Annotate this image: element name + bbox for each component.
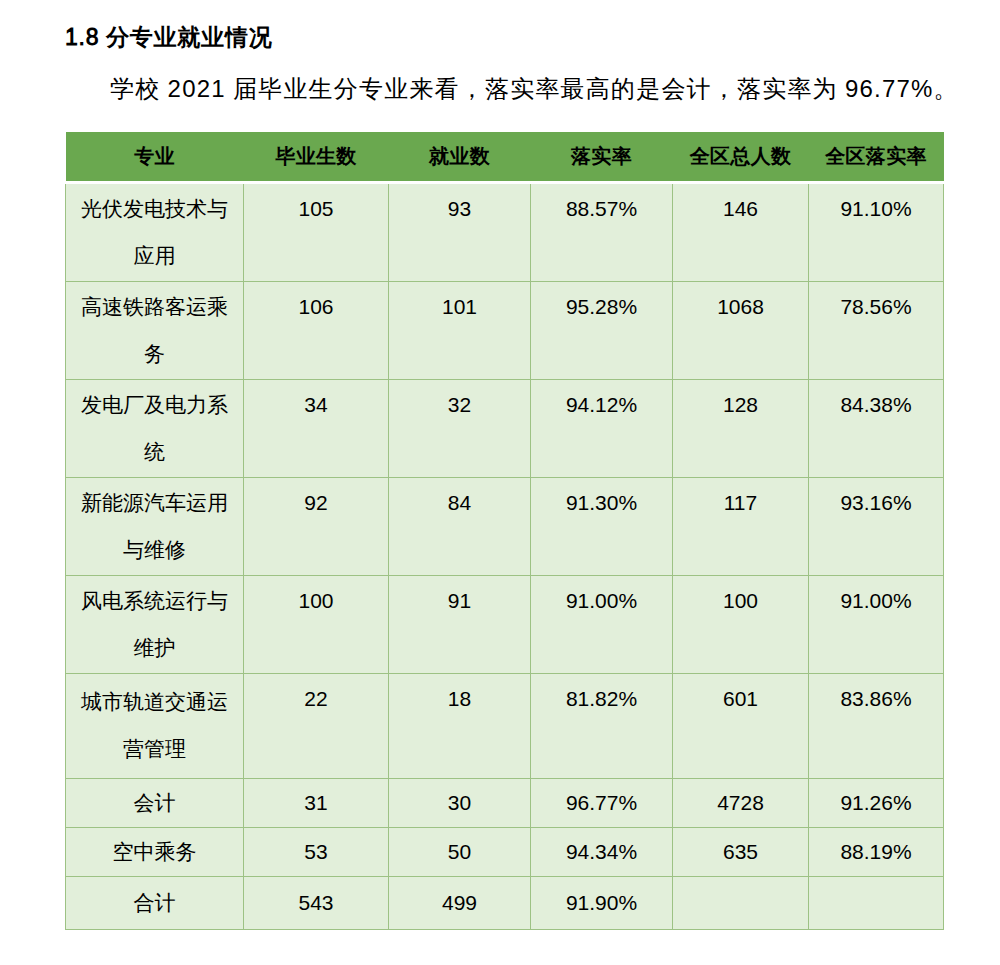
region-total-cell: 1068 bbox=[673, 282, 809, 380]
column-header-rate: 落实率 bbox=[531, 132, 673, 183]
major-cell: 风电系统运行与 维护 bbox=[66, 576, 244, 674]
employed-cell: 32 bbox=[389, 380, 531, 478]
rate-cell: 88.57% bbox=[531, 183, 673, 282]
region-rate-cell bbox=[809, 877, 944, 930]
rate-cell: 96.77% bbox=[531, 779, 673, 828]
rate-cell: 81.82% bbox=[531, 674, 673, 779]
major-cell: 光伏发电技术与 应用 bbox=[66, 183, 244, 282]
table-row: 新能源汽车运用 与维修 92 84 91.30% 117 93.16% bbox=[66, 478, 944, 576]
employed-cell: 499 bbox=[389, 877, 531, 930]
major-cell: 发电厂及电力系 统 bbox=[66, 380, 244, 478]
column-header-major: 专业 bbox=[66, 132, 244, 183]
region-total-cell: 601 bbox=[673, 674, 809, 779]
rate-cell: 94.34% bbox=[531, 828, 673, 877]
employed-cell: 91 bbox=[389, 576, 531, 674]
region-total-cell: 146 bbox=[673, 183, 809, 282]
region-rate-cell: 91.00% bbox=[809, 576, 944, 674]
graduates-cell: 22 bbox=[244, 674, 389, 779]
region-total-cell: 100 bbox=[673, 576, 809, 674]
major-cell: 会计 bbox=[66, 779, 244, 828]
employed-cell: 93 bbox=[389, 183, 531, 282]
region-total-cell: 117 bbox=[673, 478, 809, 576]
section-heading: 1.8 分专业就业情况 bbox=[65, 22, 1000, 53]
table-row-total: 合计 543 499 91.90% bbox=[66, 877, 944, 930]
rate-cell: 91.90% bbox=[531, 877, 673, 930]
region-rate-cell: 84.38% bbox=[809, 380, 944, 478]
table-row: 空中乘务 53 50 94.34% 635 88.19% bbox=[66, 828, 944, 877]
major-cell: 新能源汽车运用 与维修 bbox=[66, 478, 244, 576]
major-cell: 城市轨道交通运 营管理 bbox=[66, 674, 244, 779]
graduates-cell: 100 bbox=[244, 576, 389, 674]
region-rate-cell: 88.19% bbox=[809, 828, 944, 877]
region-total-cell: 4728 bbox=[673, 779, 809, 828]
column-header-graduates: 毕业生数 bbox=[244, 132, 389, 183]
table-row: 光伏发电技术与 应用 105 93 88.57% 146 91.10% bbox=[66, 183, 944, 282]
table-row: 会计 31 30 96.77% 4728 91.26% bbox=[66, 779, 944, 828]
table-row: 城市轨道交通运 营管理 22 18 81.82% 601 83.86% bbox=[66, 674, 944, 779]
rate-cell: 91.30% bbox=[531, 478, 673, 576]
region-rate-cell: 83.86% bbox=[809, 674, 944, 779]
employed-cell: 50 bbox=[389, 828, 531, 877]
employed-cell: 18 bbox=[389, 674, 531, 779]
major-cell: 空中乘务 bbox=[66, 828, 244, 877]
region-rate-cell: 91.10% bbox=[809, 183, 944, 282]
table-row: 发电厂及电力系 统 34 32 94.12% 128 84.38% bbox=[66, 380, 944, 478]
graduates-cell: 106 bbox=[244, 282, 389, 380]
employed-cell: 30 bbox=[389, 779, 531, 828]
intro-paragraph: 学校 2021 届毕业生分专业来看，落实率最高的是会计，落实率为 96.77%。 bbox=[65, 74, 955, 104]
column-header-region-total: 全区总人数 bbox=[673, 132, 809, 183]
graduates-cell: 53 bbox=[244, 828, 389, 877]
region-total-cell: 128 bbox=[673, 380, 809, 478]
graduates-cell: 31 bbox=[244, 779, 389, 828]
region-total-cell: 635 bbox=[673, 828, 809, 877]
rate-cell: 95.28% bbox=[531, 282, 673, 380]
employment-table: 专业 毕业生数 就业数 落实率 全区总人数 全区落实率 光伏发电技术与 应用 1… bbox=[65, 132, 944, 930]
column-header-region-rate: 全区落实率 bbox=[809, 132, 944, 183]
graduates-cell: 34 bbox=[244, 380, 389, 478]
region-rate-cell: 93.16% bbox=[809, 478, 944, 576]
column-header-employed: 就业数 bbox=[389, 132, 531, 183]
graduates-cell: 92 bbox=[244, 478, 389, 576]
rate-cell: 91.00% bbox=[531, 576, 673, 674]
major-cell: 合计 bbox=[66, 877, 244, 930]
table-row: 高速铁路客运乘 务 106 101 95.28% 1068 78.56% bbox=[66, 282, 944, 380]
graduates-cell: 543 bbox=[244, 877, 389, 930]
region-total-cell bbox=[673, 877, 809, 930]
region-rate-cell: 91.26% bbox=[809, 779, 944, 828]
header-row: 专业 毕业生数 就业数 落实率 全区总人数 全区落实率 bbox=[66, 132, 944, 183]
table-row: 风电系统运行与 维护 100 91 91.00% 100 91.00% bbox=[66, 576, 944, 674]
employed-cell: 84 bbox=[389, 478, 531, 576]
graduates-cell: 105 bbox=[244, 183, 389, 282]
employed-cell: 101 bbox=[389, 282, 531, 380]
major-cell: 高速铁路客运乘 务 bbox=[66, 282, 244, 380]
rate-cell: 94.12% bbox=[531, 380, 673, 478]
document-page: 1.8 分专业就业情况 学校 2021 届毕业生分专业来看，落实率最高的是会计，… bbox=[0, 0, 1000, 930]
region-rate-cell: 78.56% bbox=[809, 282, 944, 380]
